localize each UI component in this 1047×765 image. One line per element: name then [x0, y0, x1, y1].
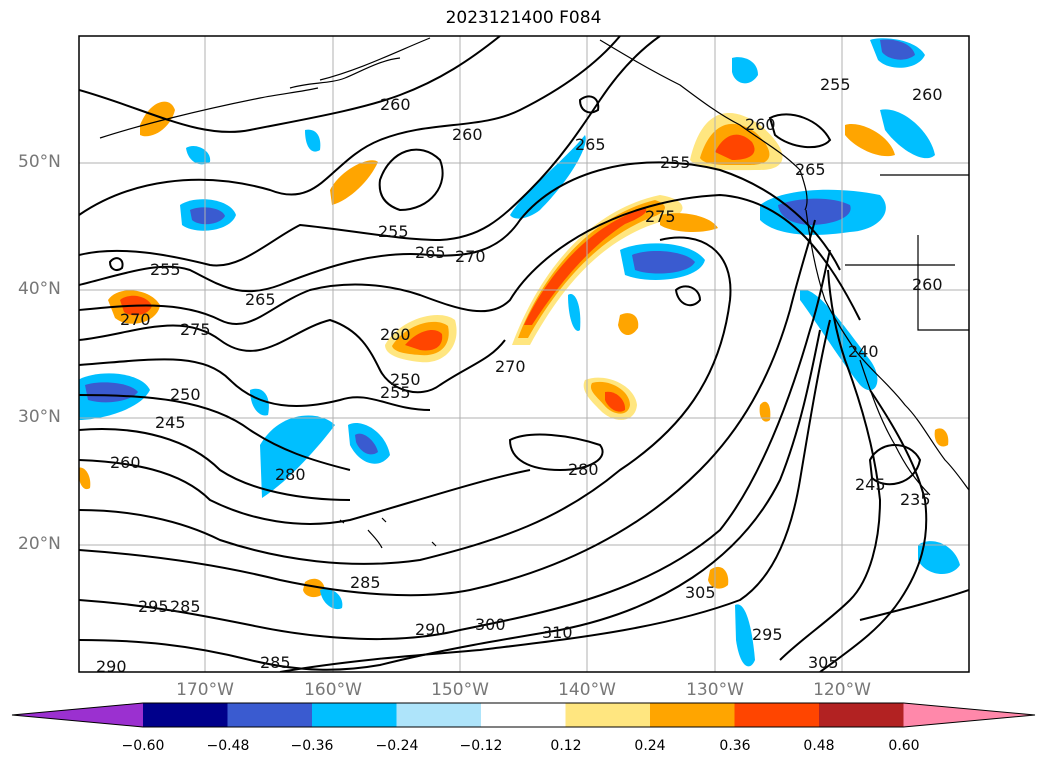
- lon-label: 140°W: [558, 680, 616, 700]
- contour-label: 295: [752, 625, 783, 644]
- contour-label: 250: [390, 370, 421, 389]
- lat-label: 20°N: [18, 534, 61, 554]
- colorbar-segment: [227, 703, 313, 727]
- colorbar-tick-label: 0.36: [719, 738, 751, 754]
- colorbar-segment: [481, 703, 566, 727]
- contour-label: 235: [900, 490, 931, 509]
- contour-label: 260: [380, 325, 411, 344]
- contour-label: 260: [380, 95, 411, 114]
- shaded-regions: [79, 38, 960, 667]
- contour-label: 255: [820, 75, 851, 94]
- colorbar-tick-label: 0.24: [634, 738, 666, 754]
- contour-label: 275: [645, 207, 676, 226]
- map-frame: [78, 35, 970, 673]
- contour-label: 290: [96, 657, 127, 676]
- contour-label: 255: [378, 222, 409, 241]
- colorbar-tick-label: −0.48: [206, 738, 250, 754]
- contour-label: 285: [260, 653, 291, 672]
- contour-label: 260: [745, 115, 776, 134]
- contour-label: 305: [808, 653, 839, 672]
- contour-label: 270: [120, 310, 151, 329]
- colorbar-segment: [396, 703, 482, 727]
- colorbar: [11, 702, 1036, 728]
- colorbar-segment: [565, 703, 651, 727]
- colorbar-tick-label: −0.12: [459, 738, 503, 754]
- contour-labels: 260 255 265 270 275 280 285 290 295 300 …: [96, 75, 943, 676]
- grid-lines: [79, 36, 969, 672]
- contour-label: 265: [245, 290, 276, 309]
- colorbar-segment: [819, 703, 904, 727]
- colorbar-segment: [650, 703, 735, 727]
- colorbar-segment: [312, 703, 397, 727]
- contour-label: 310: [542, 623, 573, 642]
- lat-label: 30°N: [18, 407, 61, 427]
- colorbar-tick-label: 0.48: [803, 738, 835, 754]
- contour-label: 270: [495, 357, 526, 376]
- contour-label: 245: [155, 413, 186, 432]
- contour-label: 300: [475, 615, 506, 634]
- contour-label: 280: [568, 460, 599, 479]
- colorbar-tick-label: −0.36: [290, 738, 334, 754]
- contour-label: 295: [138, 597, 169, 616]
- colorbar-extend-high: [903, 703, 1035, 727]
- contour-label: 285: [170, 597, 201, 616]
- contour-label: 260: [912, 85, 943, 104]
- lon-label: 130°W: [686, 680, 744, 700]
- coastlines: [99, 37, 969, 549]
- contour-label: 255: [150, 260, 181, 279]
- height-contours: [79, 36, 969, 672]
- colorbar-extend-low: [12, 703, 143, 727]
- map-title: 2023121400 F084: [445, 8, 602, 28]
- contour-label: 240: [848, 342, 879, 361]
- colorbar-segment: [143, 703, 228, 727]
- contour-label: 275: [180, 320, 211, 339]
- colorbar-tick-label: −0.60: [121, 738, 165, 754]
- contour-label: 270: [455, 247, 486, 266]
- lat-label: 50°N: [18, 152, 61, 172]
- lon-label: 150°W: [431, 680, 489, 700]
- contour-label: 260: [452, 125, 483, 144]
- contour-label: 285: [350, 573, 381, 592]
- contour-label: 290: [415, 620, 446, 639]
- contour-label: 250: [170, 385, 201, 404]
- lon-label: 120°W: [813, 680, 871, 700]
- contour-label: 245: [855, 475, 886, 494]
- contour-label: 255: [380, 383, 411, 402]
- lat-label: 40°N: [18, 279, 61, 299]
- colorbar-outline: [11, 702, 1036, 728]
- colorbar-tick-label: 0.12: [550, 738, 582, 754]
- contour-label: 305: [685, 583, 716, 602]
- contour-label: 265: [575, 135, 606, 154]
- lon-label: 160°W: [304, 680, 362, 700]
- contour-label: 265: [415, 243, 446, 262]
- contour-label: 265: [795, 160, 826, 179]
- colorbar-segment: [734, 703, 820, 727]
- contour-label: 280: [275, 465, 306, 484]
- contour-label: 260: [912, 275, 943, 294]
- colorbar-tick-label: −0.24: [375, 738, 419, 754]
- lon-label: 170°W: [176, 680, 234, 700]
- contour-label: 260: [110, 453, 141, 472]
- contour-label: 255: [660, 153, 691, 172]
- colorbar-tick-label: 0.60: [888, 738, 920, 754]
